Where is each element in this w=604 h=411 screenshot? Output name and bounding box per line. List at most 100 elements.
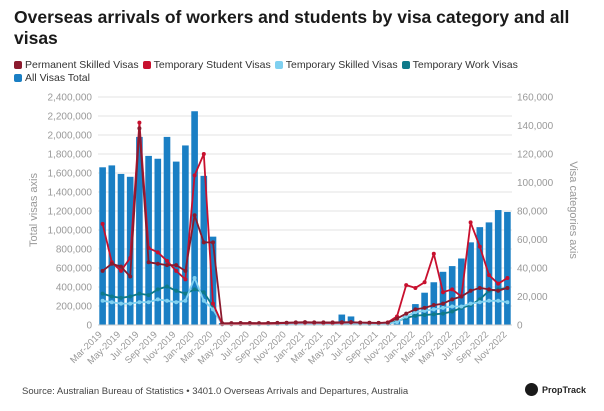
point-temporary-student-visas <box>431 251 436 256</box>
point-temporary-student-visas <box>496 281 501 286</box>
point-temporary-skilled-visas <box>165 298 169 303</box>
point-temporary-student-visas <box>183 277 188 282</box>
left-tick-label: 1,800,000 <box>48 150 93 161</box>
point-temporary-student-visas <box>192 173 197 178</box>
left-tick-label: 1,600,000 <box>48 169 93 180</box>
point-permanent-skilled-visas <box>192 213 197 218</box>
bar-May-2022 <box>448 266 456 325</box>
legend-swatch-temporary-student <box>142 60 151 69</box>
point-temporary-work-visas <box>165 284 169 289</box>
point-temporary-work-visas <box>109 294 114 299</box>
source-note: Source: Australian Bureau of Statistics … <box>22 386 409 397</box>
left-tick-label: 400,000 <box>56 283 93 294</box>
point-permanent-skilled-visas <box>321 320 326 325</box>
point-temporary-work-visas <box>183 291 188 296</box>
point-temporary-skilled-visas <box>450 304 455 309</box>
right-tick-label: 40,000 <box>517 264 548 275</box>
legend-label-temporary-student: Temporary Student Visas <box>153 58 271 71</box>
point-permanent-skilled-visas <box>395 316 399 321</box>
point-temporary-skilled-visas <box>395 320 399 325</box>
point-temporary-skilled-visas <box>128 301 133 306</box>
point-permanent-skilled-visas <box>174 263 179 268</box>
point-temporary-skilled-visas <box>174 300 179 305</box>
point-permanent-skilled-visas <box>229 321 234 326</box>
line-temporary-student-visas <box>101 121 508 326</box>
brand-name: PropTrack <box>541 384 586 395</box>
left-axis-ticks: 0 200,000 400,000 600,000 800,000 1,000,000 1,… <box>48 93 93 332</box>
point-permanent-skilled-visas <box>376 320 381 325</box>
right-tick-label: 100,000 <box>517 178 554 189</box>
point-permanent-skilled-visas <box>303 320 307 325</box>
point-permanent-skilled-visas <box>146 260 151 265</box>
point-temporary-work-visas <box>128 294 133 299</box>
point-permanent-skilled-visas <box>266 321 271 326</box>
point-permanent-skilled-visas <box>496 288 501 293</box>
legend-row-1: Permanent Skilled Visas Temporary Studen… <box>14 58 594 71</box>
point-permanent-skilled-visas <box>165 263 169 268</box>
point-permanent-skilled-visas <box>238 321 243 326</box>
left-tick-label: 600,000 <box>56 264 93 275</box>
point-temporary-work-visas <box>192 287 197 292</box>
right-tick-label: 140,000 <box>517 121 554 132</box>
point-permanent-skilled-visas <box>367 320 372 325</box>
point-temporary-skilled-visas <box>155 297 160 302</box>
point-permanent-skilled-visas <box>477 285 482 290</box>
right-tick-label: 60,000 <box>517 235 548 246</box>
point-temporary-skilled-visas <box>109 300 114 305</box>
right-axis-ticks: 0 20,000 40,000 60,000 80,000 100,000 120,000 1… <box>517 93 554 332</box>
left-tick-label: 1,400,000 <box>48 188 93 199</box>
bar-May-2019 <box>117 173 125 325</box>
point-temporary-student-visas <box>441 290 445 295</box>
right-tick-label: 20,000 <box>517 292 548 303</box>
right-tick-label: 0 <box>517 321 523 332</box>
point-temporary-student-visas <box>468 220 473 225</box>
point-permanent-skilled-visas <box>505 285 510 290</box>
point-permanent-skilled-visas <box>330 320 335 325</box>
bar-May-2021 <box>338 314 346 325</box>
legend-label-temporary-skilled: Temporary Skilled Visas <box>285 58 398 71</box>
point-temporary-student-visas <box>422 280 427 285</box>
point-temporary-student-visas <box>100 221 105 226</box>
bar-Oct-2022 <box>494 210 502 325</box>
point-permanent-skilled-visas <box>211 240 215 245</box>
point-permanent-skilled-visas <box>487 287 491 292</box>
bar-Nov-2022 <box>504 211 511 325</box>
right-tick-label: 160,000 <box>517 93 554 104</box>
point-permanent-skilled-visas <box>404 311 409 316</box>
point-temporary-student-visas <box>165 258 169 263</box>
point-temporary-skilled-visas <box>431 307 436 312</box>
point-permanent-skilled-visas <box>441 301 445 306</box>
point-permanent-skilled-visas <box>293 320 298 325</box>
x-axis-ticks: Mar-2019May-2019Jul-2019Sep-2019Nov-2019… <box>68 324 512 367</box>
point-permanent-skilled-visas <box>119 264 123 269</box>
legend-label-permanent-skilled: Permanent Skilled Visas <box>25 58 139 71</box>
bar-Mar-2019 <box>99 167 106 325</box>
legend-label-temporary-work: Temporary Work Visas <box>412 58 518 71</box>
bar-Oct-2019 <box>163 136 171 325</box>
point-temporary-student-visas <box>201 152 206 156</box>
point-temporary-work-visas <box>174 288 179 293</box>
point-temporary-student-visas <box>211 301 215 306</box>
legend-label-all-visas: All Visas Total <box>25 71 90 84</box>
bar-Nov-2019 <box>172 161 180 325</box>
point-temporary-skilled-visas <box>477 300 482 305</box>
point-temporary-skilled-visas <box>119 301 123 306</box>
right-axis-label: Visa categories axis <box>567 161 579 259</box>
left-tick-label: 2,400,000 <box>48 93 93 104</box>
point-temporary-student-visas <box>487 273 491 278</box>
point-temporary-skilled-visas <box>100 298 105 303</box>
bar-Aug-2022 <box>476 227 484 325</box>
left-tick-label: 2,000,000 <box>48 131 93 142</box>
point-permanent-skilled-visas <box>137 126 142 131</box>
left-tick-label: 2,200,000 <box>48 112 93 123</box>
legend-item-temporary-skilled: Temporary Skilled Visas <box>274 58 398 71</box>
point-temporary-work-visas <box>477 297 482 302</box>
point-temporary-work-visas <box>100 291 105 296</box>
bar-Jul-2022 <box>467 242 474 325</box>
point-permanent-skilled-visas <box>100 268 105 273</box>
point-temporary-skilled-visas <box>505 300 510 305</box>
left-tick-label: 1,200,000 <box>48 207 93 218</box>
point-temporary-skilled-visas <box>487 298 491 303</box>
point-temporary-student-visas <box>404 283 409 288</box>
